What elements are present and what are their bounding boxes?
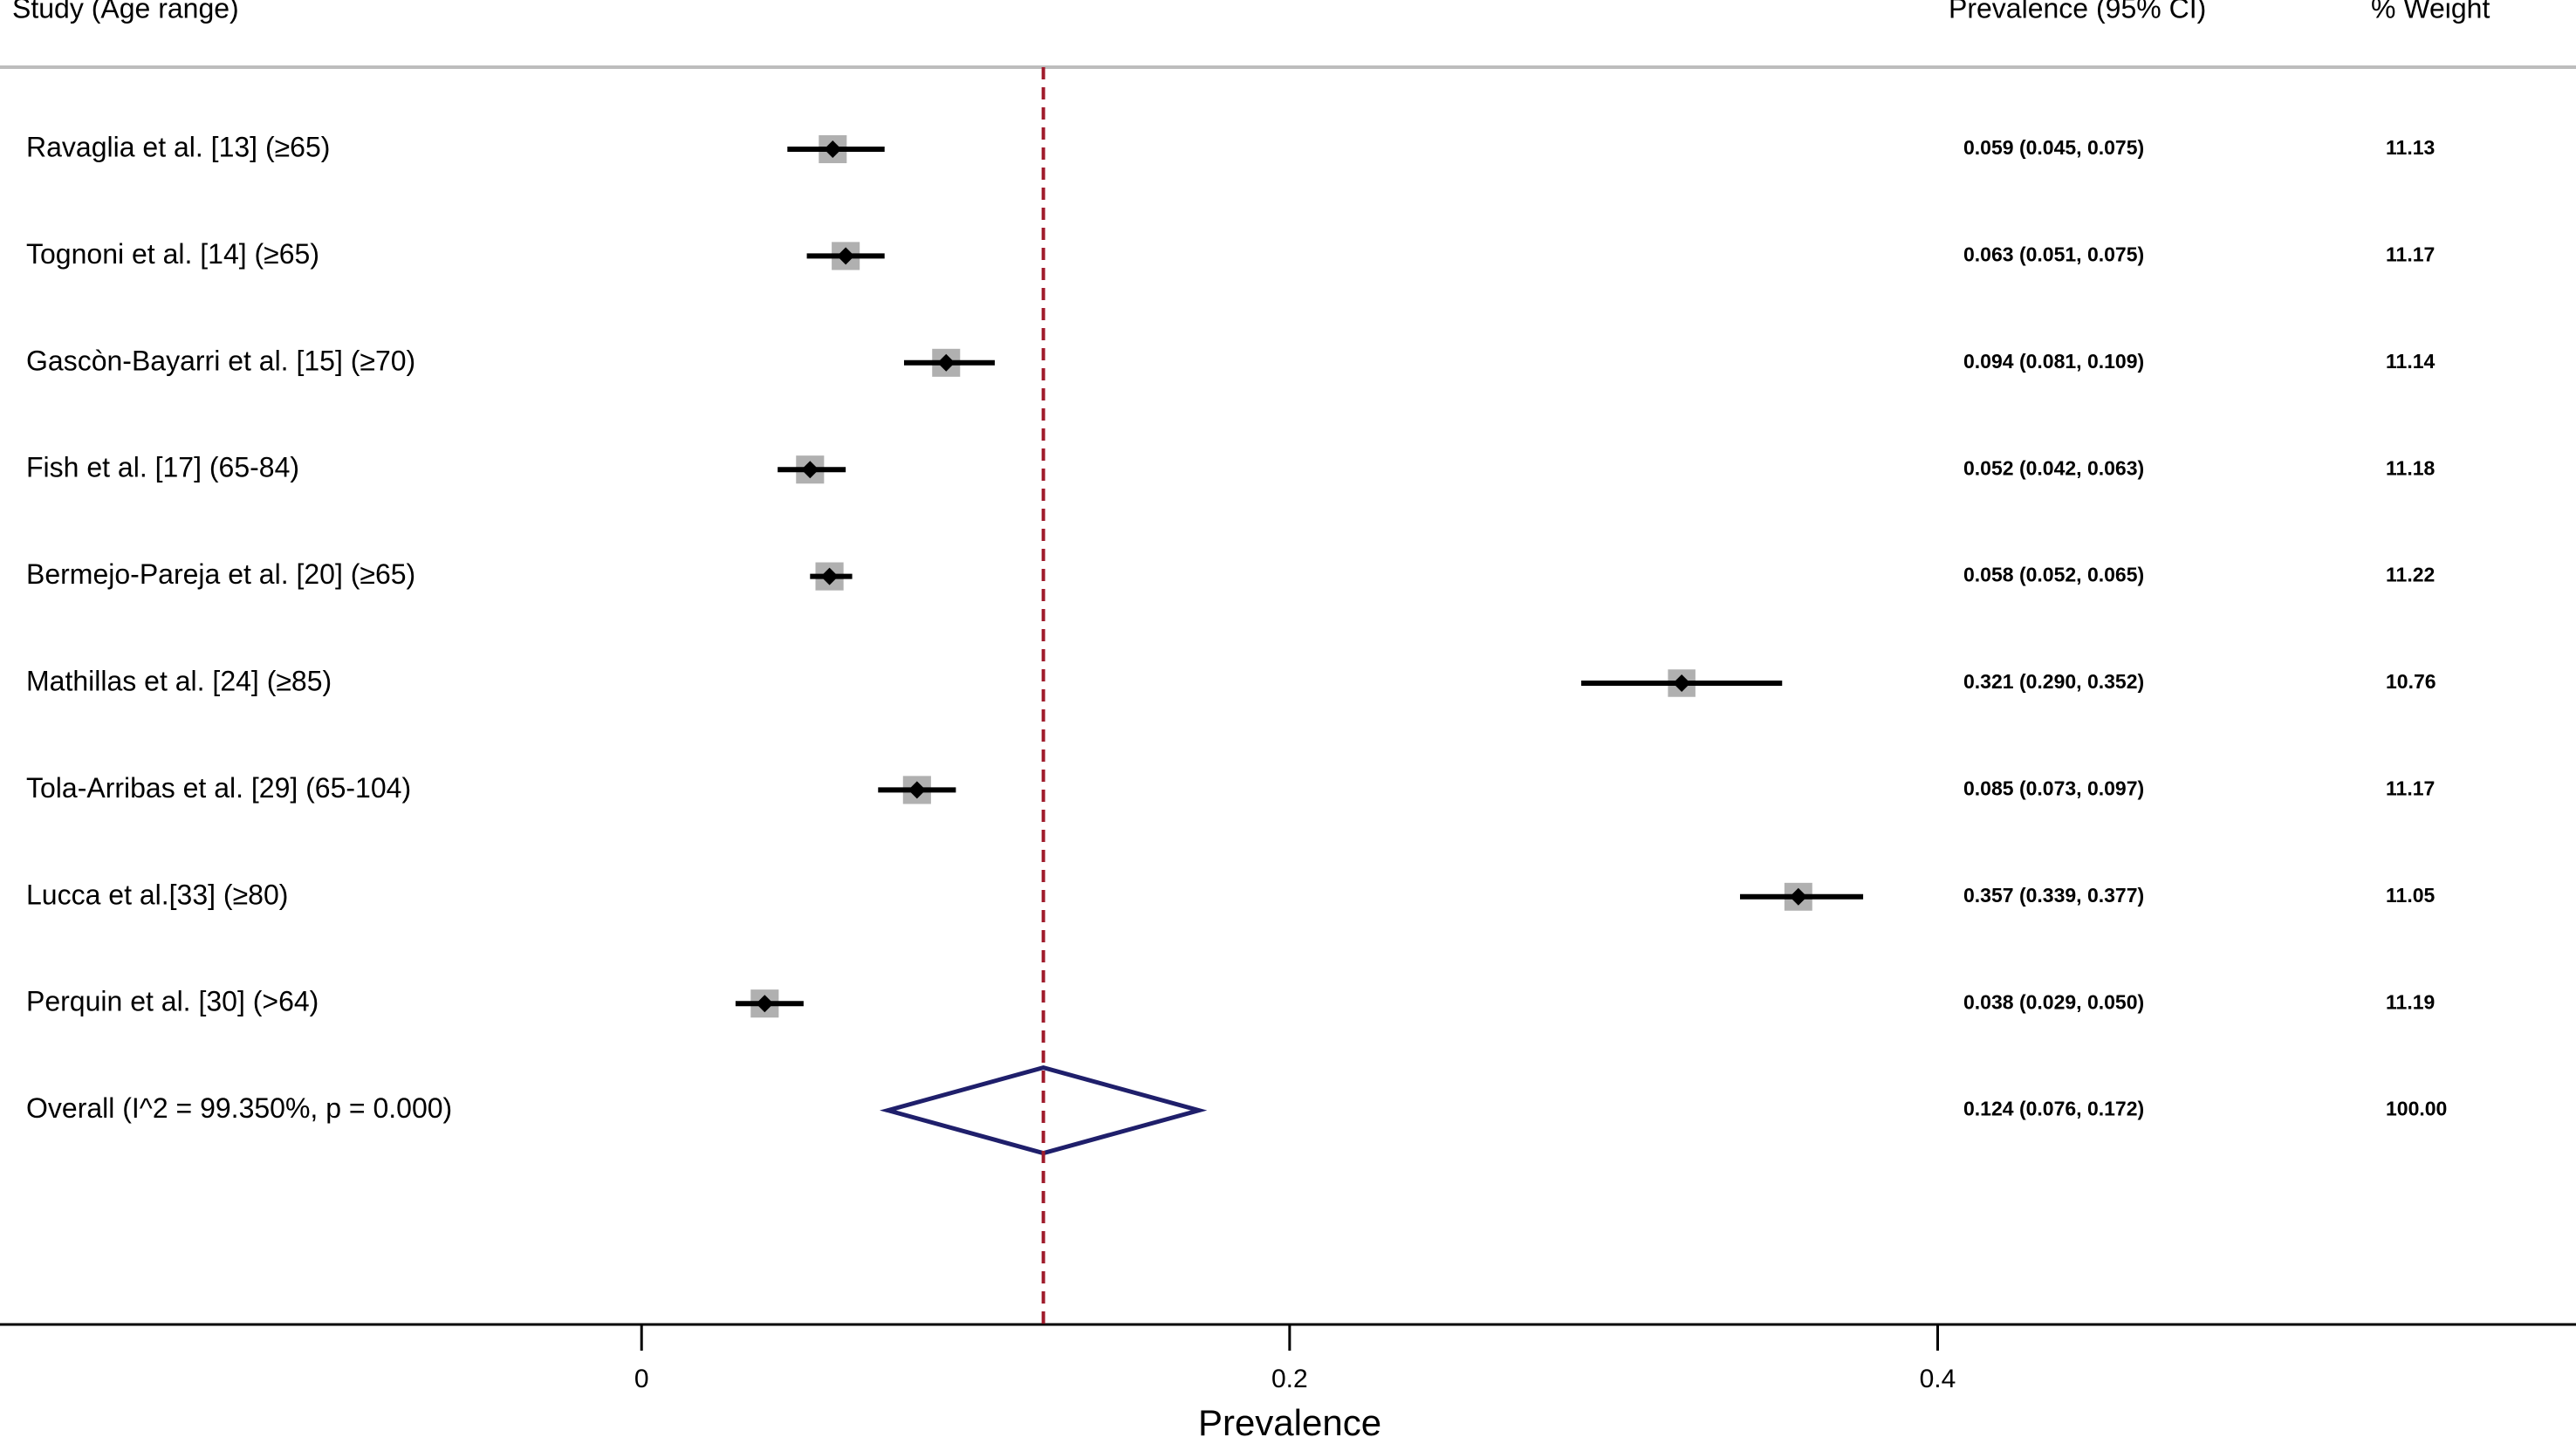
point-estimate	[801, 461, 819, 479]
point-estimate	[756, 995, 774, 1013]
weight-label: 10.76	[2386, 670, 2436, 693]
overall-weight-label: 100.00	[2386, 1098, 2447, 1120]
weight-label: 11.13	[2386, 136, 2435, 159]
point-estimate	[908, 781, 926, 799]
study-label: Gascòn-Bayarri et al. [15] (≥70)	[26, 345, 415, 376]
study-label: Mathillas et al. [24] (≥85)	[26, 665, 332, 696]
point-estimate	[820, 567, 839, 585]
x-tick-label: 0.2	[1271, 1365, 1308, 1393]
point-estimate	[937, 353, 956, 372]
ci-label: 0.094 (0.081, 0.109)	[1963, 350, 2144, 373]
ci-label: 0.058 (0.052, 0.065)	[1963, 564, 2144, 586]
estimate-header: Prevalence (95% CI)	[1949, 0, 2206, 24]
study-label: Tognoni et al. [14] (≥65)	[26, 238, 319, 270]
study-label: Ravaglia et al. [13] (≥65)	[26, 131, 330, 162]
study-label: Lucca et al.[33] (≥80)	[26, 879, 288, 910]
ci-label: 0.052 (0.042, 0.063)	[1963, 456, 2144, 479]
ci-label: 0.321 (0.290, 0.352)	[1963, 670, 2144, 693]
point-estimate	[837, 247, 855, 265]
point-estimate	[1673, 674, 1691, 692]
weight-label: 11.05	[2386, 884, 2435, 907]
weight-label: 11.19	[2386, 990, 2435, 1013]
ci-label: 0.059 (0.045, 0.075)	[1963, 136, 2144, 159]
study-label: Fish et al. [17] (65-84)	[26, 452, 299, 483]
study-label: Perquin et al. [30] (>64)	[26, 986, 319, 1017]
weight-header: % Weight	[2371, 0, 2490, 24]
weight-label: 11.17	[2386, 243, 2435, 265]
study-header: Study (Age range)	[12, 0, 239, 24]
weight-label: 11.22	[2386, 564, 2435, 586]
study-label: Bermejo-Pareja et al. [20] (≥65)	[26, 558, 415, 590]
ci-label: 0.085 (0.073, 0.097)	[1963, 777, 2144, 799]
x-axis-title: Prevalence	[1198, 1402, 1381, 1443]
weight-label: 11.14	[2386, 350, 2435, 373]
study-label: Tola-Arribas et al. [29] (65-104)	[26, 772, 411, 804]
weight-label: 11.17	[2386, 777, 2435, 799]
ci-label: 0.357 (0.339, 0.377)	[1963, 884, 2144, 907]
overall-ci-label: 0.124 (0.076, 0.172)	[1963, 1098, 2144, 1120]
ci-label: 0.063 (0.051, 0.075)	[1963, 243, 2144, 265]
overall-diamond	[879, 1065, 1208, 1156]
weight-label: 11.18	[2386, 456, 2435, 479]
ci-label: 0.038 (0.029, 0.050)	[1963, 990, 2144, 1013]
x-tick-label: 0	[634, 1365, 649, 1393]
x-tick-label: 0.4	[1920, 1365, 1956, 1393]
point-estimate	[1789, 887, 1807, 906]
point-estimate	[824, 140, 842, 158]
overall-label: Overall (I^2 = 99.350%, p = 0.000)	[26, 1092, 452, 1124]
